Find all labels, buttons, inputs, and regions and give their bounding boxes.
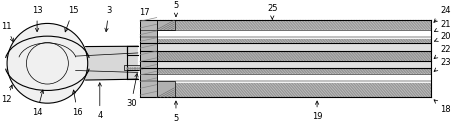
Text: 25: 25 bbox=[267, 4, 277, 19]
Ellipse shape bbox=[7, 23, 88, 103]
Text: 19: 19 bbox=[312, 101, 322, 121]
Text: 22: 22 bbox=[434, 45, 451, 59]
Bar bbox=[157, 20, 175, 30]
Text: 30: 30 bbox=[126, 74, 138, 108]
Text: 18: 18 bbox=[434, 100, 451, 114]
Text: 11: 11 bbox=[1, 22, 14, 42]
Bar bbox=[140, 43, 431, 51]
Bar bbox=[157, 81, 175, 98]
Text: 21: 21 bbox=[434, 20, 451, 32]
Bar bbox=[140, 68, 431, 74]
Text: 13: 13 bbox=[32, 6, 42, 32]
Bar bbox=[124, 65, 143, 70]
Bar bbox=[140, 81, 431, 98]
Polygon shape bbox=[86, 46, 138, 80]
Bar bbox=[140, 37, 431, 43]
Text: 24: 24 bbox=[434, 6, 451, 22]
Text: 20: 20 bbox=[434, 32, 451, 41]
Text: 12: 12 bbox=[1, 85, 13, 104]
Text: 17: 17 bbox=[139, 8, 150, 45]
Text: 4: 4 bbox=[97, 83, 103, 120]
Text: 14: 14 bbox=[32, 90, 44, 117]
Text: 3: 3 bbox=[105, 6, 111, 32]
Text: 16: 16 bbox=[72, 90, 83, 117]
Bar bbox=[140, 61, 431, 68]
Bar bbox=[140, 20, 157, 98]
Bar bbox=[140, 20, 431, 30]
Text: 23: 23 bbox=[434, 58, 451, 71]
Bar bbox=[140, 51, 431, 61]
Text: 15: 15 bbox=[65, 6, 78, 32]
Text: 5: 5 bbox=[173, 2, 178, 16]
Text: 5: 5 bbox=[173, 101, 178, 123]
